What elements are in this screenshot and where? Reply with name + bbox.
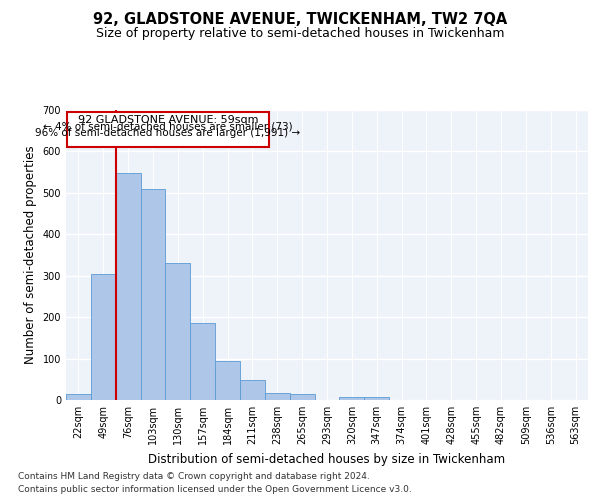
Bar <box>67 112 269 148</box>
Bar <box>66 394 91 400</box>
Text: 92 GLADSTONE AVENUE: 59sqm: 92 GLADSTONE AVENUE: 59sqm <box>77 115 258 125</box>
Bar <box>265 392 290 400</box>
Bar <box>91 274 116 400</box>
Bar <box>166 264 190 400</box>
Y-axis label: Number of semi-detached properties: Number of semi-detached properties <box>24 146 37 364</box>
Text: Contains HM Land Registry data © Crown copyright and database right 2024.: Contains HM Land Registry data © Crown c… <box>18 472 370 481</box>
Bar <box>340 396 364 400</box>
Bar <box>140 188 166 400</box>
Bar <box>215 362 240 400</box>
Bar <box>240 380 265 400</box>
Bar <box>116 174 140 400</box>
Bar <box>190 324 215 400</box>
Text: Contains public sector information licensed under the Open Government Licence v3: Contains public sector information licen… <box>18 485 412 494</box>
Text: ← 4% of semi-detached houses are smaller (73): ← 4% of semi-detached houses are smaller… <box>43 122 293 132</box>
Bar <box>364 396 389 400</box>
Text: 96% of semi-detached houses are larger (1,991) →: 96% of semi-detached houses are larger (… <box>35 128 301 138</box>
X-axis label: Distribution of semi-detached houses by size in Twickenham: Distribution of semi-detached houses by … <box>148 452 506 466</box>
Text: 92, GLADSTONE AVENUE, TWICKENHAM, TW2 7QA: 92, GLADSTONE AVENUE, TWICKENHAM, TW2 7Q… <box>93 12 507 28</box>
Text: Size of property relative to semi-detached houses in Twickenham: Size of property relative to semi-detach… <box>96 28 504 40</box>
Bar <box>290 394 314 400</box>
